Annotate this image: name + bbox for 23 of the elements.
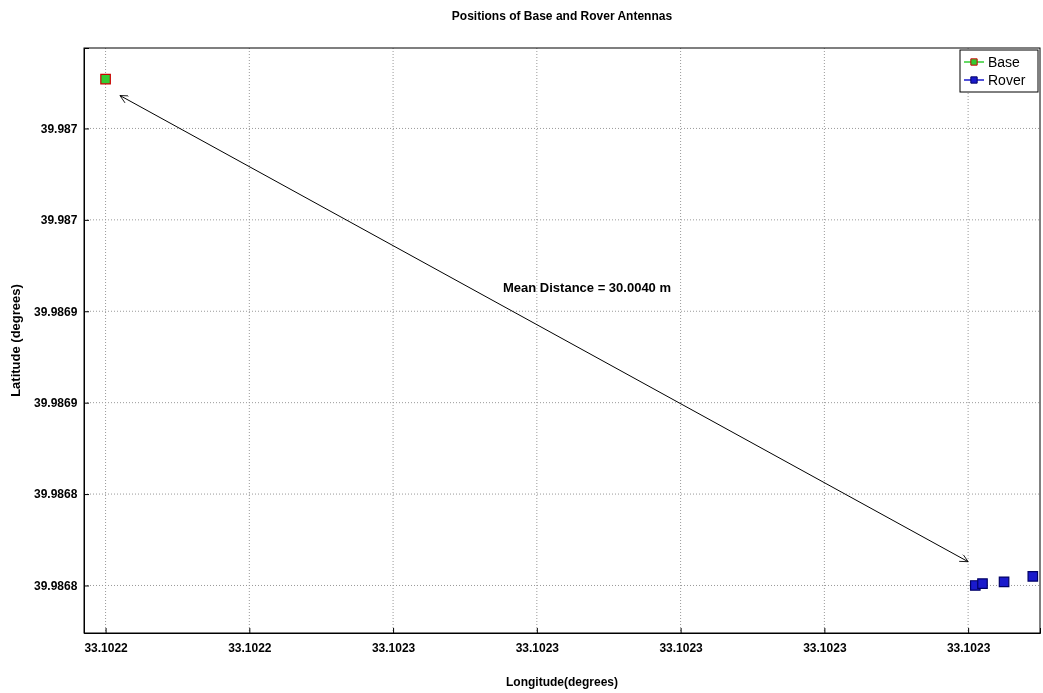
- x-tick-label: 33.1023: [371, 640, 416, 655]
- y-tick-label: 39.9869: [34, 396, 78, 410]
- point: [998, 576, 1010, 588]
- point: [100, 73, 111, 85]
- annotation: Mean Distance = 30.0040 m: [503, 280, 672, 295]
- point: [1027, 570, 1039, 582]
- x-tick-label: 33.1023: [803, 640, 847, 655]
- x-tick-label: 33.1023: [946, 640, 991, 655]
- y-axis-title: Latitude (degrees): [8, 284, 23, 397]
- y-tick-label: 39.987: [40, 213, 78, 228]
- x-tick-label: 33.1023: [515, 640, 560, 655]
- legend-label: Rover: [988, 72, 1026, 88]
- x-tick-label: 33.1023: [659, 640, 704, 655]
- y-tick-label: 39.9869: [34, 304, 78, 319]
- x-axis-title: Longitude(degrees): [505, 675, 619, 689]
- point: [977, 578, 988, 589]
- legend-label: Base: [988, 54, 1021, 70]
- y-tick-label: 39.987: [40, 121, 78, 136]
- chart-title: Positions of Base and Rover Antennas: [451, 9, 673, 23]
- x-tick-label: 33.1022: [228, 640, 272, 655]
- y-tick-label: 39.9868: [34, 578, 78, 593]
- x-tick-label: 33.1022: [84, 640, 129, 655]
- y-tick-label: 39.9868: [34, 487, 78, 502]
